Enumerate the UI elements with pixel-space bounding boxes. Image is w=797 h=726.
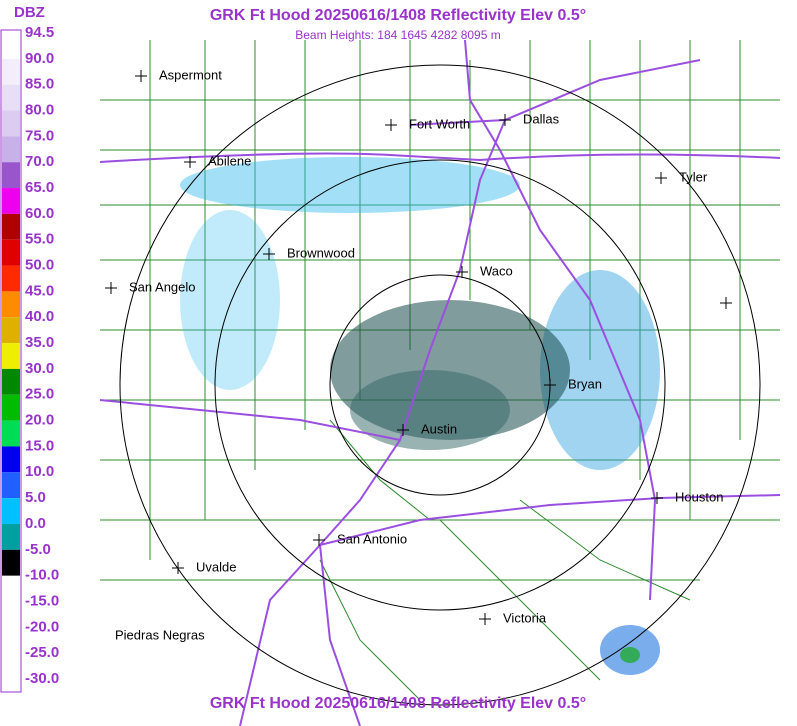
city-marker bbox=[651, 492, 663, 504]
city-marker bbox=[172, 562, 184, 574]
legend-label: 5.0 bbox=[25, 489, 46, 506]
city-marker bbox=[397, 424, 409, 436]
legend-label: 55.0 bbox=[25, 231, 54, 248]
city-label: Victoria bbox=[503, 610, 547, 625]
legend-swatch bbox=[2, 84, 20, 111]
legend-label: 40.0 bbox=[25, 308, 54, 325]
legend-swatch bbox=[2, 136, 20, 163]
city-marker bbox=[313, 534, 325, 546]
footer-title: GRK Ft Hood 20250616/1408 Reflectivity E… bbox=[210, 695, 586, 712]
legend-label: 94.5 bbox=[25, 24, 54, 41]
city-marker bbox=[655, 172, 667, 184]
legend-label: 45.0 bbox=[25, 282, 54, 299]
city-marker bbox=[499, 114, 511, 126]
legend-label: 25.0 bbox=[25, 386, 54, 403]
legend-swatch bbox=[2, 420, 20, 447]
legend-swatch bbox=[2, 265, 20, 292]
city-label: Tyler bbox=[679, 169, 708, 184]
legend-swatch bbox=[2, 368, 20, 395]
city-marker bbox=[184, 156, 196, 168]
city-label: Bryan bbox=[568, 376, 602, 391]
legend-label: 85.0 bbox=[25, 76, 54, 93]
legend-label: -5.0 bbox=[25, 541, 51, 558]
legend-swatch bbox=[2, 239, 20, 266]
city-label: Brownwood bbox=[287, 245, 355, 260]
legend-swatch bbox=[2, 162, 20, 189]
city-marker bbox=[105, 282, 117, 294]
city-label: Fort Worth bbox=[409, 116, 470, 131]
city-marker bbox=[479, 613, 491, 625]
legend-swatch bbox=[2, 394, 20, 421]
title: GRK Ft Hood 20250616/1408 Reflectivity E… bbox=[210, 7, 586, 24]
city-marker bbox=[456, 266, 468, 278]
legend-label: 70.0 bbox=[25, 153, 54, 170]
legend-swatch bbox=[2, 188, 20, 214]
legend-label: 35.0 bbox=[25, 334, 54, 351]
city-label: Uvalde bbox=[196, 559, 236, 574]
legend-label: 75.0 bbox=[25, 127, 54, 144]
city-label: Aspermont bbox=[159, 67, 222, 82]
city-label: Piedras Negras bbox=[115, 627, 205, 642]
city-marker bbox=[720, 297, 732, 309]
legend-label: -20.0 bbox=[25, 618, 59, 635]
radar-echoes bbox=[180, 157, 660, 675]
city-label: Waco bbox=[480, 263, 513, 278]
subtitle: Beam Heights: 184 1645 4282 8095 m bbox=[295, 28, 500, 42]
legend-label: 80.0 bbox=[25, 101, 54, 118]
legend-label: 10.0 bbox=[25, 463, 54, 480]
legend-swatch bbox=[2, 523, 20, 550]
legend-swatch bbox=[2, 317, 20, 344]
legend-swatch bbox=[2, 291, 20, 318]
legend-swatch bbox=[2, 549, 20, 576]
legend-label: 60.0 bbox=[25, 205, 54, 222]
city-label: Dallas bbox=[523, 111, 560, 126]
legend-label: 90.0 bbox=[25, 50, 54, 67]
city-label: Austin bbox=[421, 421, 457, 436]
legend-swatch bbox=[2, 343, 20, 369]
legend-swatch bbox=[2, 472, 20, 499]
legend-label: -15.0 bbox=[25, 592, 59, 609]
legend-swatch bbox=[2, 213, 20, 240]
legend-label: 20.0 bbox=[25, 412, 54, 429]
legend-label: -30.0 bbox=[25, 670, 59, 687]
city-label: San Antonio bbox=[337, 531, 407, 546]
legend-label: 30.0 bbox=[25, 360, 54, 377]
city-label: San Angelo bbox=[129, 279, 196, 294]
city-marker bbox=[385, 119, 397, 131]
highways bbox=[99, 39, 781, 726]
legend-swatch bbox=[2, 33, 20, 59]
city-marker bbox=[263, 248, 275, 260]
legend-swatch bbox=[2, 498, 20, 524]
legend-swatch bbox=[2, 110, 20, 137]
county-lines bbox=[100, 40, 780, 701]
legend-label: 65.0 bbox=[25, 179, 54, 196]
legend-label: -10.0 bbox=[25, 567, 59, 584]
legend-label: 0.0 bbox=[25, 515, 46, 532]
city-marker bbox=[544, 379, 556, 391]
legend-label: 15.0 bbox=[25, 437, 54, 454]
legend-unit: DBZ bbox=[14, 4, 45, 21]
city-marker bbox=[135, 70, 147, 82]
city-label: Abilene bbox=[208, 153, 251, 168]
legend-label: -25.0 bbox=[25, 644, 59, 661]
legend-label: 50.0 bbox=[25, 257, 54, 274]
city-label: Houston bbox=[675, 489, 723, 504]
legend-swatch bbox=[2, 446, 20, 473]
legend-swatch bbox=[2, 58, 20, 85]
